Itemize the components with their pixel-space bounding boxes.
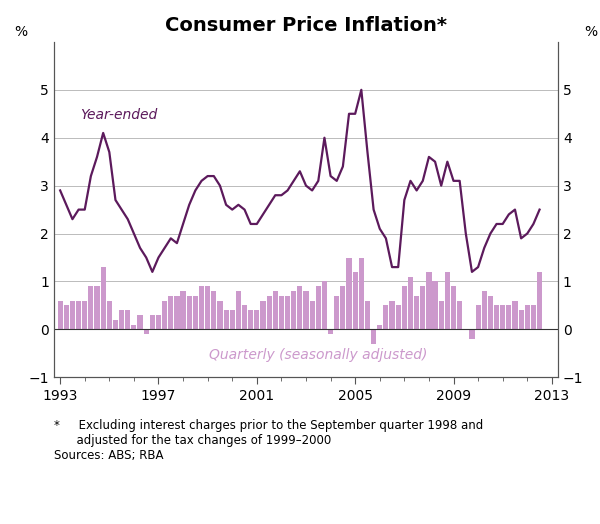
Bar bbox=[469, 330, 475, 339]
Bar bbox=[242, 305, 247, 330]
Bar bbox=[175, 296, 179, 330]
Bar bbox=[328, 330, 333, 334]
Bar bbox=[322, 281, 327, 330]
Bar bbox=[113, 320, 118, 330]
Bar bbox=[414, 296, 419, 330]
Bar bbox=[230, 310, 235, 330]
Bar bbox=[285, 296, 290, 330]
Bar bbox=[193, 296, 198, 330]
Bar bbox=[236, 291, 241, 330]
Bar bbox=[125, 310, 130, 330]
Bar bbox=[408, 277, 413, 330]
Bar bbox=[506, 305, 511, 330]
Bar bbox=[488, 296, 493, 330]
Bar bbox=[524, 305, 530, 330]
Bar bbox=[181, 291, 185, 330]
Text: %: % bbox=[584, 25, 598, 39]
Bar bbox=[500, 305, 505, 330]
Bar bbox=[150, 315, 155, 330]
Bar bbox=[371, 330, 376, 344]
Text: *     Excluding interest charges prior to the September quarter 1998 and
      a: * Excluding interest charges prior to th… bbox=[54, 419, 483, 462]
Bar bbox=[119, 310, 124, 330]
Bar bbox=[88, 286, 94, 330]
Bar bbox=[476, 305, 481, 330]
Text: %: % bbox=[14, 25, 28, 39]
Bar bbox=[156, 315, 161, 330]
Bar bbox=[272, 291, 278, 330]
Bar bbox=[131, 324, 136, 330]
Bar bbox=[64, 305, 69, 330]
Bar bbox=[512, 301, 518, 330]
Bar bbox=[494, 305, 499, 330]
Text: Quarterly (seasonally adjusted): Quarterly (seasonally adjusted) bbox=[209, 348, 427, 362]
Bar bbox=[199, 286, 204, 330]
Bar bbox=[266, 296, 272, 330]
Bar bbox=[310, 301, 315, 330]
Bar bbox=[334, 296, 340, 330]
Text: Year-ended: Year-ended bbox=[80, 107, 157, 122]
Title: Consumer Price Inflation*: Consumer Price Inflation* bbox=[165, 16, 447, 35]
Bar bbox=[365, 301, 370, 330]
Bar bbox=[353, 272, 358, 330]
Bar bbox=[433, 281, 437, 330]
Bar bbox=[518, 310, 524, 330]
Bar bbox=[340, 286, 346, 330]
Bar bbox=[58, 301, 63, 330]
Bar bbox=[537, 272, 542, 330]
Bar bbox=[70, 301, 75, 330]
Bar bbox=[383, 305, 388, 330]
Bar bbox=[107, 301, 112, 330]
Bar bbox=[377, 324, 382, 330]
Bar bbox=[451, 286, 456, 330]
Bar bbox=[254, 310, 259, 330]
Bar bbox=[101, 267, 106, 330]
Bar bbox=[168, 296, 173, 330]
Bar bbox=[94, 286, 100, 330]
Bar bbox=[420, 286, 425, 330]
Bar bbox=[143, 330, 149, 334]
Bar bbox=[82, 301, 88, 330]
Bar bbox=[346, 257, 352, 330]
Bar bbox=[482, 291, 487, 330]
Bar bbox=[304, 291, 308, 330]
Bar bbox=[389, 301, 395, 330]
Bar bbox=[445, 272, 450, 330]
Bar bbox=[137, 315, 143, 330]
Bar bbox=[162, 301, 167, 330]
Bar bbox=[297, 286, 302, 330]
Bar bbox=[205, 286, 210, 330]
Bar bbox=[279, 296, 284, 330]
Bar bbox=[457, 301, 462, 330]
Bar bbox=[76, 301, 81, 330]
Bar bbox=[359, 257, 364, 330]
Bar bbox=[439, 301, 444, 330]
Bar bbox=[427, 272, 431, 330]
Bar bbox=[187, 296, 192, 330]
Bar bbox=[211, 291, 217, 330]
Bar bbox=[531, 305, 536, 330]
Bar bbox=[291, 291, 296, 330]
Bar bbox=[402, 286, 407, 330]
Bar bbox=[395, 305, 401, 330]
Bar bbox=[224, 310, 229, 330]
Bar bbox=[217, 301, 223, 330]
Bar bbox=[248, 310, 253, 330]
Bar bbox=[316, 286, 321, 330]
Bar bbox=[260, 301, 266, 330]
